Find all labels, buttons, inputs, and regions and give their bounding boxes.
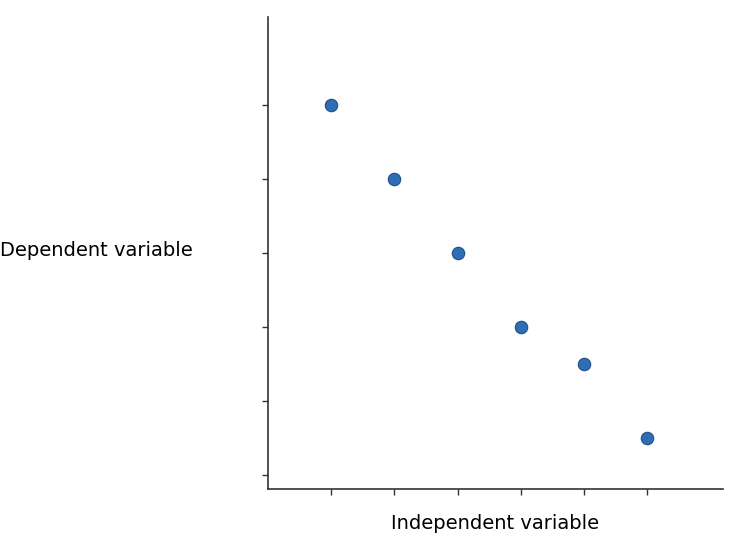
Point [515, 322, 527, 331]
Text: Dependent variable: Dependent variable [1, 241, 193, 260]
X-axis label: Independent variable: Independent variable [391, 514, 600, 533]
Point [326, 101, 337, 110]
Point [641, 433, 653, 442]
Point [578, 359, 590, 368]
Point [388, 175, 400, 183]
Point [451, 249, 463, 257]
